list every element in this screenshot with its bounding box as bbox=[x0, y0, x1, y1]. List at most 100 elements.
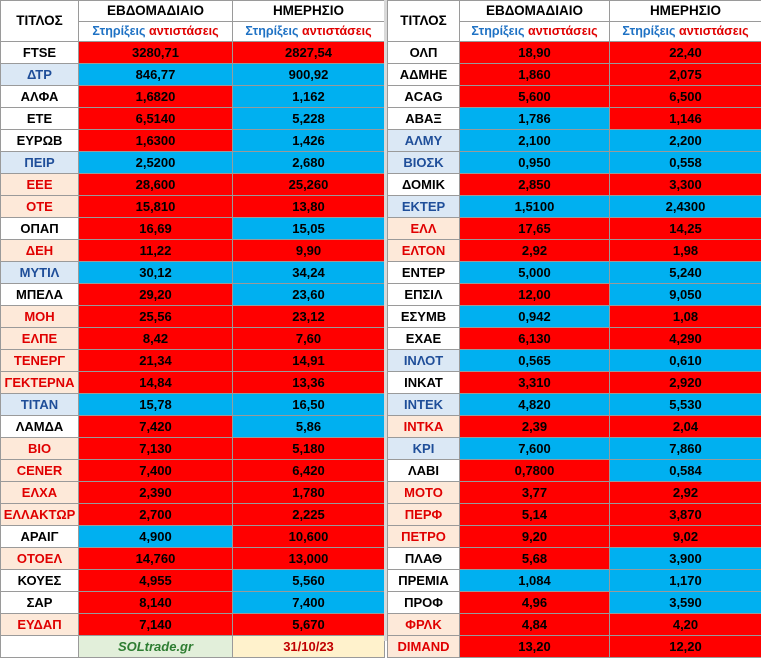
resistances-label: αντιστάσεις bbox=[679, 24, 749, 38]
weekly-level-cell: 29,20 bbox=[79, 284, 233, 306]
ticker-cell: ACAG bbox=[388, 86, 460, 108]
weekly-level-cell: 11,22 bbox=[79, 240, 233, 262]
weekly-level-cell: 14,84 bbox=[79, 372, 233, 394]
ticker-column-header: ΤΙΤΛΟΣ bbox=[388, 1, 460, 42]
ticker-cell: CENER bbox=[1, 460, 79, 482]
weekly-level-cell: 15,810 bbox=[79, 196, 233, 218]
ticker-cell: ΕΛΛ bbox=[388, 218, 460, 240]
weekly-subheader: Στηρίξεις αντιστάσεις bbox=[460, 22, 610, 42]
daily-level-cell: 0,558 bbox=[610, 152, 761, 174]
daily-level-cell: 6,500 bbox=[610, 86, 761, 108]
weekly-level-cell: 2,5200 bbox=[79, 152, 233, 174]
weekly-level-cell: 1,084 bbox=[460, 570, 610, 592]
ticker-cell: ΜΟΤΟ bbox=[388, 482, 460, 504]
ticker-cell: ΣΑΡ bbox=[1, 592, 79, 614]
daily-level-cell: 5,240 bbox=[610, 262, 761, 284]
supports-label: Στηρίξεις bbox=[471, 24, 524, 38]
weekly-level-cell: 4,820 bbox=[460, 394, 610, 416]
ticker-cell: ΑΒΑΞ bbox=[388, 108, 460, 130]
weekly-level-cell: 4,955 bbox=[79, 570, 233, 592]
ticker-cell: ΙΝΛΟΤ bbox=[388, 350, 460, 372]
ticker-cell: ΕΕΕ bbox=[1, 174, 79, 196]
daily-level-cell: 10,600 bbox=[233, 526, 385, 548]
daily-level-cell: 2,920 bbox=[610, 372, 761, 394]
daily-level-cell: 23,60 bbox=[233, 284, 385, 306]
daily-level-cell: 13,000 bbox=[233, 548, 385, 570]
resistances-label: αντιστάσεις bbox=[528, 24, 598, 38]
ticker-cell: ΓΕΚΤΕΡΝΑ bbox=[1, 372, 79, 394]
weekly-level-cell: 7,420 bbox=[79, 416, 233, 438]
right-levels-table: ΤΙΤΛΟΣ ΕΒΔΟΜΑΔΙΑΙΟ ΗΜΕΡΗΣΙΟ Στηρίξεις αν… bbox=[387, 0, 761, 658]
ticker-cell: ΟΤΟΕΛ bbox=[1, 548, 79, 570]
weekly-level-cell: 25,56 bbox=[79, 306, 233, 328]
daily-level-cell: 6,420 bbox=[233, 460, 385, 482]
weekly-level-cell: 5,68 bbox=[460, 548, 610, 570]
weekly-level-cell: 2,850 bbox=[460, 174, 610, 196]
daily-level-cell: 14,25 bbox=[610, 218, 761, 240]
weekly-level-cell: 14,760 bbox=[79, 548, 233, 570]
ticker-cell: ΕΥΔΑΠ bbox=[1, 614, 79, 636]
weekly-subheader: Στηρίξεις αντιστάσεις bbox=[79, 22, 233, 42]
ticker-cell: ΕΚΤΕΡ bbox=[388, 196, 460, 218]
weekly-level-cell: 7,600 bbox=[460, 438, 610, 460]
ticker-column-header: ΤΙΤΛΟΣ bbox=[1, 1, 79, 42]
weekly-level-cell: 2,100 bbox=[460, 130, 610, 152]
daily-level-cell: 2827,54 bbox=[233, 42, 385, 64]
ticker-cell: ΕΠΣΙΛ bbox=[388, 284, 460, 306]
ticker-cell: ΕΤΕ bbox=[1, 108, 79, 130]
ticker-cell: ΔΟΜΙΚ bbox=[388, 174, 460, 196]
daily-column-header: ΗΜΕΡΗΣΙΟ bbox=[233, 1, 385, 22]
daily-level-cell: 5,228 bbox=[233, 108, 385, 130]
ticker-cell: ΚΡΙ bbox=[388, 438, 460, 460]
weekly-column-header: ΕΒΔΟΜΑΔΙΑΙΟ bbox=[460, 1, 610, 22]
weekly-level-cell: 2,390 bbox=[79, 482, 233, 504]
ticker-cell: ΕΣΥΜΒ bbox=[388, 306, 460, 328]
daily-level-cell: 0,584 bbox=[610, 460, 761, 482]
ticker-cell: ΕΧΑΕ bbox=[388, 328, 460, 350]
weekly-level-cell: 8,42 bbox=[79, 328, 233, 350]
weekly-level-cell: 17,65 bbox=[460, 218, 610, 240]
weekly-level-cell: 1,6300 bbox=[79, 130, 233, 152]
daily-level-cell: 14,91 bbox=[233, 350, 385, 372]
daily-subheader: Στηρίξεις αντιστάσεις bbox=[233, 22, 385, 42]
ticker-cell: ΟΤΕ bbox=[1, 196, 79, 218]
weekly-level-cell: 3,77 bbox=[460, 482, 610, 504]
ticker-cell: ΑΡΑΙΓ bbox=[1, 526, 79, 548]
weekly-level-cell: 0,7800 bbox=[460, 460, 610, 482]
weekly-level-cell: 13,20 bbox=[460, 636, 610, 658]
daily-level-cell: 23,12 bbox=[233, 306, 385, 328]
levels-sheet: ΤΙΤΛΟΣ ΕΒΔΟΜΑΔΙΑΙΟ ΗΜΕΡΗΣΙΟ Στηρίξεις αν… bbox=[0, 0, 761, 641]
weekly-level-cell: 0,950 bbox=[460, 152, 610, 174]
date-label: 31/10/23 bbox=[233, 636, 385, 658]
ticker-cell: ΜΥΤΙΛ bbox=[1, 262, 79, 284]
weekly-level-cell: 12,00 bbox=[460, 284, 610, 306]
ticker-cell: ΟΠΑΠ bbox=[1, 218, 79, 240]
daily-level-cell: 2,200 bbox=[610, 130, 761, 152]
daily-level-cell: 3,870 bbox=[610, 504, 761, 526]
daily-level-cell: 2,92 bbox=[610, 482, 761, 504]
daily-level-cell: 12,20 bbox=[610, 636, 761, 658]
ticker-cell: ΑΔΜΗΕ bbox=[388, 64, 460, 86]
ticker-cell: ΦΡΛΚ bbox=[388, 614, 460, 636]
weekly-level-cell: 0,565 bbox=[460, 350, 610, 372]
